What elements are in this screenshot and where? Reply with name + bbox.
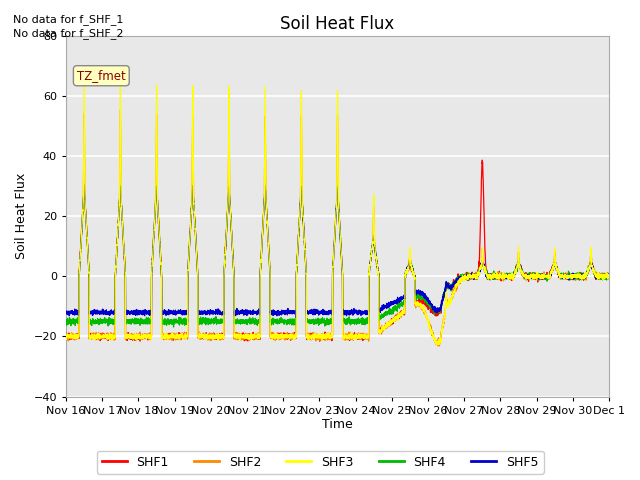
- Title: Soil Heat Flux: Soil Heat Flux: [280, 15, 395, 33]
- Text: No data for f_SHF_1: No data for f_SHF_1: [13, 13, 123, 24]
- X-axis label: Time: Time: [322, 419, 353, 432]
- Legend: SHF1, SHF2, SHF3, SHF4, SHF5: SHF1, SHF2, SHF3, SHF4, SHF5: [97, 451, 543, 474]
- Y-axis label: Soil Heat Flux: Soil Heat Flux: [15, 173, 28, 259]
- Text: No data for f_SHF_2: No data for f_SHF_2: [13, 28, 124, 39]
- Text: TZ_fmet: TZ_fmet: [77, 69, 125, 82]
